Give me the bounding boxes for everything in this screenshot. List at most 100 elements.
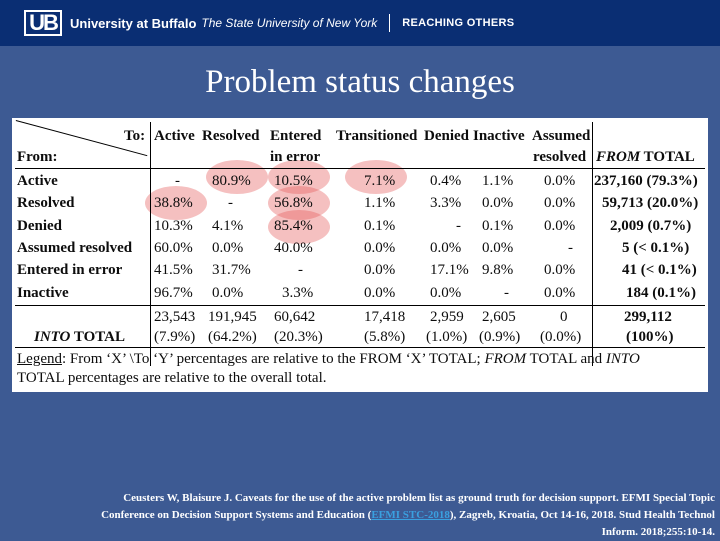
row-label: Entered in error [17,262,123,278]
table-cell: 0.0% [482,195,514,211]
into-total-count: 17,418 [364,309,406,325]
table-cell: 0.0% [430,285,462,301]
legend-text: TOTAL percentages are relative to the ov… [17,370,327,386]
row-total: 184 (0.1%) [626,285,696,301]
conference-link[interactable]: EFMI STC-2018 [371,509,450,521]
to-label: To: [124,128,146,144]
table-cell: 0.0% [364,240,396,256]
table-cell: 56.8% [274,195,313,211]
col-header-assumed-resolved-2: resolved [533,149,587,165]
highlight-resolved-active [145,186,207,220]
citation-line: Ceusters W, Blaisure J. Caveats for the … [123,492,715,504]
grid-line [15,305,705,306]
header-banner: UB University at Buffalo The State Unive… [0,0,720,46]
table-cell: 0.0% [544,195,576,211]
table-cell: 38.8% [154,195,193,211]
table-cell: 0.4% [430,173,462,189]
citation-line: Inform. 2018;255:10-14. [601,526,715,538]
table-cell: 96.7% [154,285,193,301]
table-cell: 1.1% [482,173,514,189]
table-cell: 0.0% [482,240,514,256]
into-total-percent: (7.9%) [154,329,196,345]
table-cell: 10.5% [274,173,313,189]
highlight-active-entered-in-error [268,160,330,194]
into-total-percent: (1.0%) [426,329,468,345]
row-label: Assumed resolved [17,240,133,256]
into-total-count: 60,642 [274,309,316,325]
row-label: Active [17,173,58,189]
col-header-entered-in-error: Entered [270,128,322,144]
col-header-assumed-resolved: Assumed [532,128,591,144]
table-cell: 0.0% [364,285,396,301]
into-total-percent: (0.9%) [479,329,521,345]
table-cell: 0.0% [430,240,462,256]
col-header-active: Active [154,128,195,144]
status-change-table: To: From: Active Resolved Entered in err… [12,118,708,392]
table-cell: 41.5% [154,262,193,278]
col-header-entered-in-error-2: in error [270,149,321,165]
university-name: University at Buffalo [70,15,197,31]
table-legend: Legend: From ‘X’ \To ‘Y’ percentages are… [17,350,707,388]
slide-title: Problem status changes [205,64,515,100]
table-cell: 1.1% [364,195,396,211]
table-cell: 0.0% [212,285,244,301]
row-label: Denied [17,218,62,234]
highlight-denied-entered-in-error [268,210,330,244]
col-header-inactive: Inactive [473,128,525,144]
into-total-count: 191,945 [208,309,257,325]
table-cell: 7.1% [364,173,396,189]
ub-logo: UB [24,10,62,36]
table-cell: 0.0% [544,218,576,234]
table-cell: 4.1% [212,218,244,234]
table-cell: 40.0% [274,240,313,256]
row-total: 59,713 (20.0%) [602,195,699,211]
header-divider [389,14,391,32]
table-cell: 85.4% [274,218,313,234]
into-total-percent: (64.2%) [208,329,257,345]
grand-total-count: 299,112 [624,309,672,325]
row-total: 5 (< 0.1%) [622,240,690,256]
row-label: Resolved [17,195,75,211]
table-cell: - [568,240,573,256]
table-cell: 0.0% [364,262,396,278]
into-total-count: 0 [560,309,568,325]
table-cell: - [504,285,509,301]
grand-total-percent: (100%) [626,329,674,345]
table-cell: 0.1% [482,218,514,234]
header-slogan: REACHING OTHERS [402,17,515,29]
table-cell: 60.0% [154,240,193,256]
table-cell: - [456,218,461,234]
col-header-transitioned: Transitioned [336,128,418,144]
legend-text: TOTAL and [526,351,606,367]
table-cell: 80.9% [212,173,251,189]
table-cell: - [228,195,233,211]
into-total-percent: (20.3%) [274,329,323,345]
table-cell: - [175,173,180,189]
grid-line [592,122,593,366]
into-total-count: 23,543 [154,309,196,325]
legend-italic: FROM [484,351,527,367]
legend-italic: INTO [605,351,640,367]
col-header-resolved: Resolved [202,128,260,144]
row-total: 237,160 (79.3%) [594,173,698,189]
grid-line [15,347,705,348]
table-cell: 0.0% [212,240,244,256]
table-cell: 0.0% [544,262,576,278]
highlight-resolved-entered-in-error [268,186,330,220]
table-cell: 0.0% [544,173,576,189]
table-cell: 3.3% [430,195,462,211]
legend-label: Legend [17,351,62,367]
highlight-active-transitioned [345,160,407,194]
from-label: From: [17,149,58,165]
highlight-active-resolved [206,160,268,194]
table-cell: - [298,262,303,278]
row-label: Inactive [17,285,69,301]
into-total-count: 2,605 [482,309,516,325]
col-header-from-total: FROM TOTAL [596,149,695,165]
citation-line: Conference on Decision Support Systems a… [101,509,715,521]
table-cell: 0.0% [544,285,576,301]
table-cell: 9.8% [482,262,514,278]
into-total-count: 2,959 [430,309,464,325]
table-cell: 0.1% [364,218,396,234]
into-total-label: INTO TOTAL [34,329,126,345]
